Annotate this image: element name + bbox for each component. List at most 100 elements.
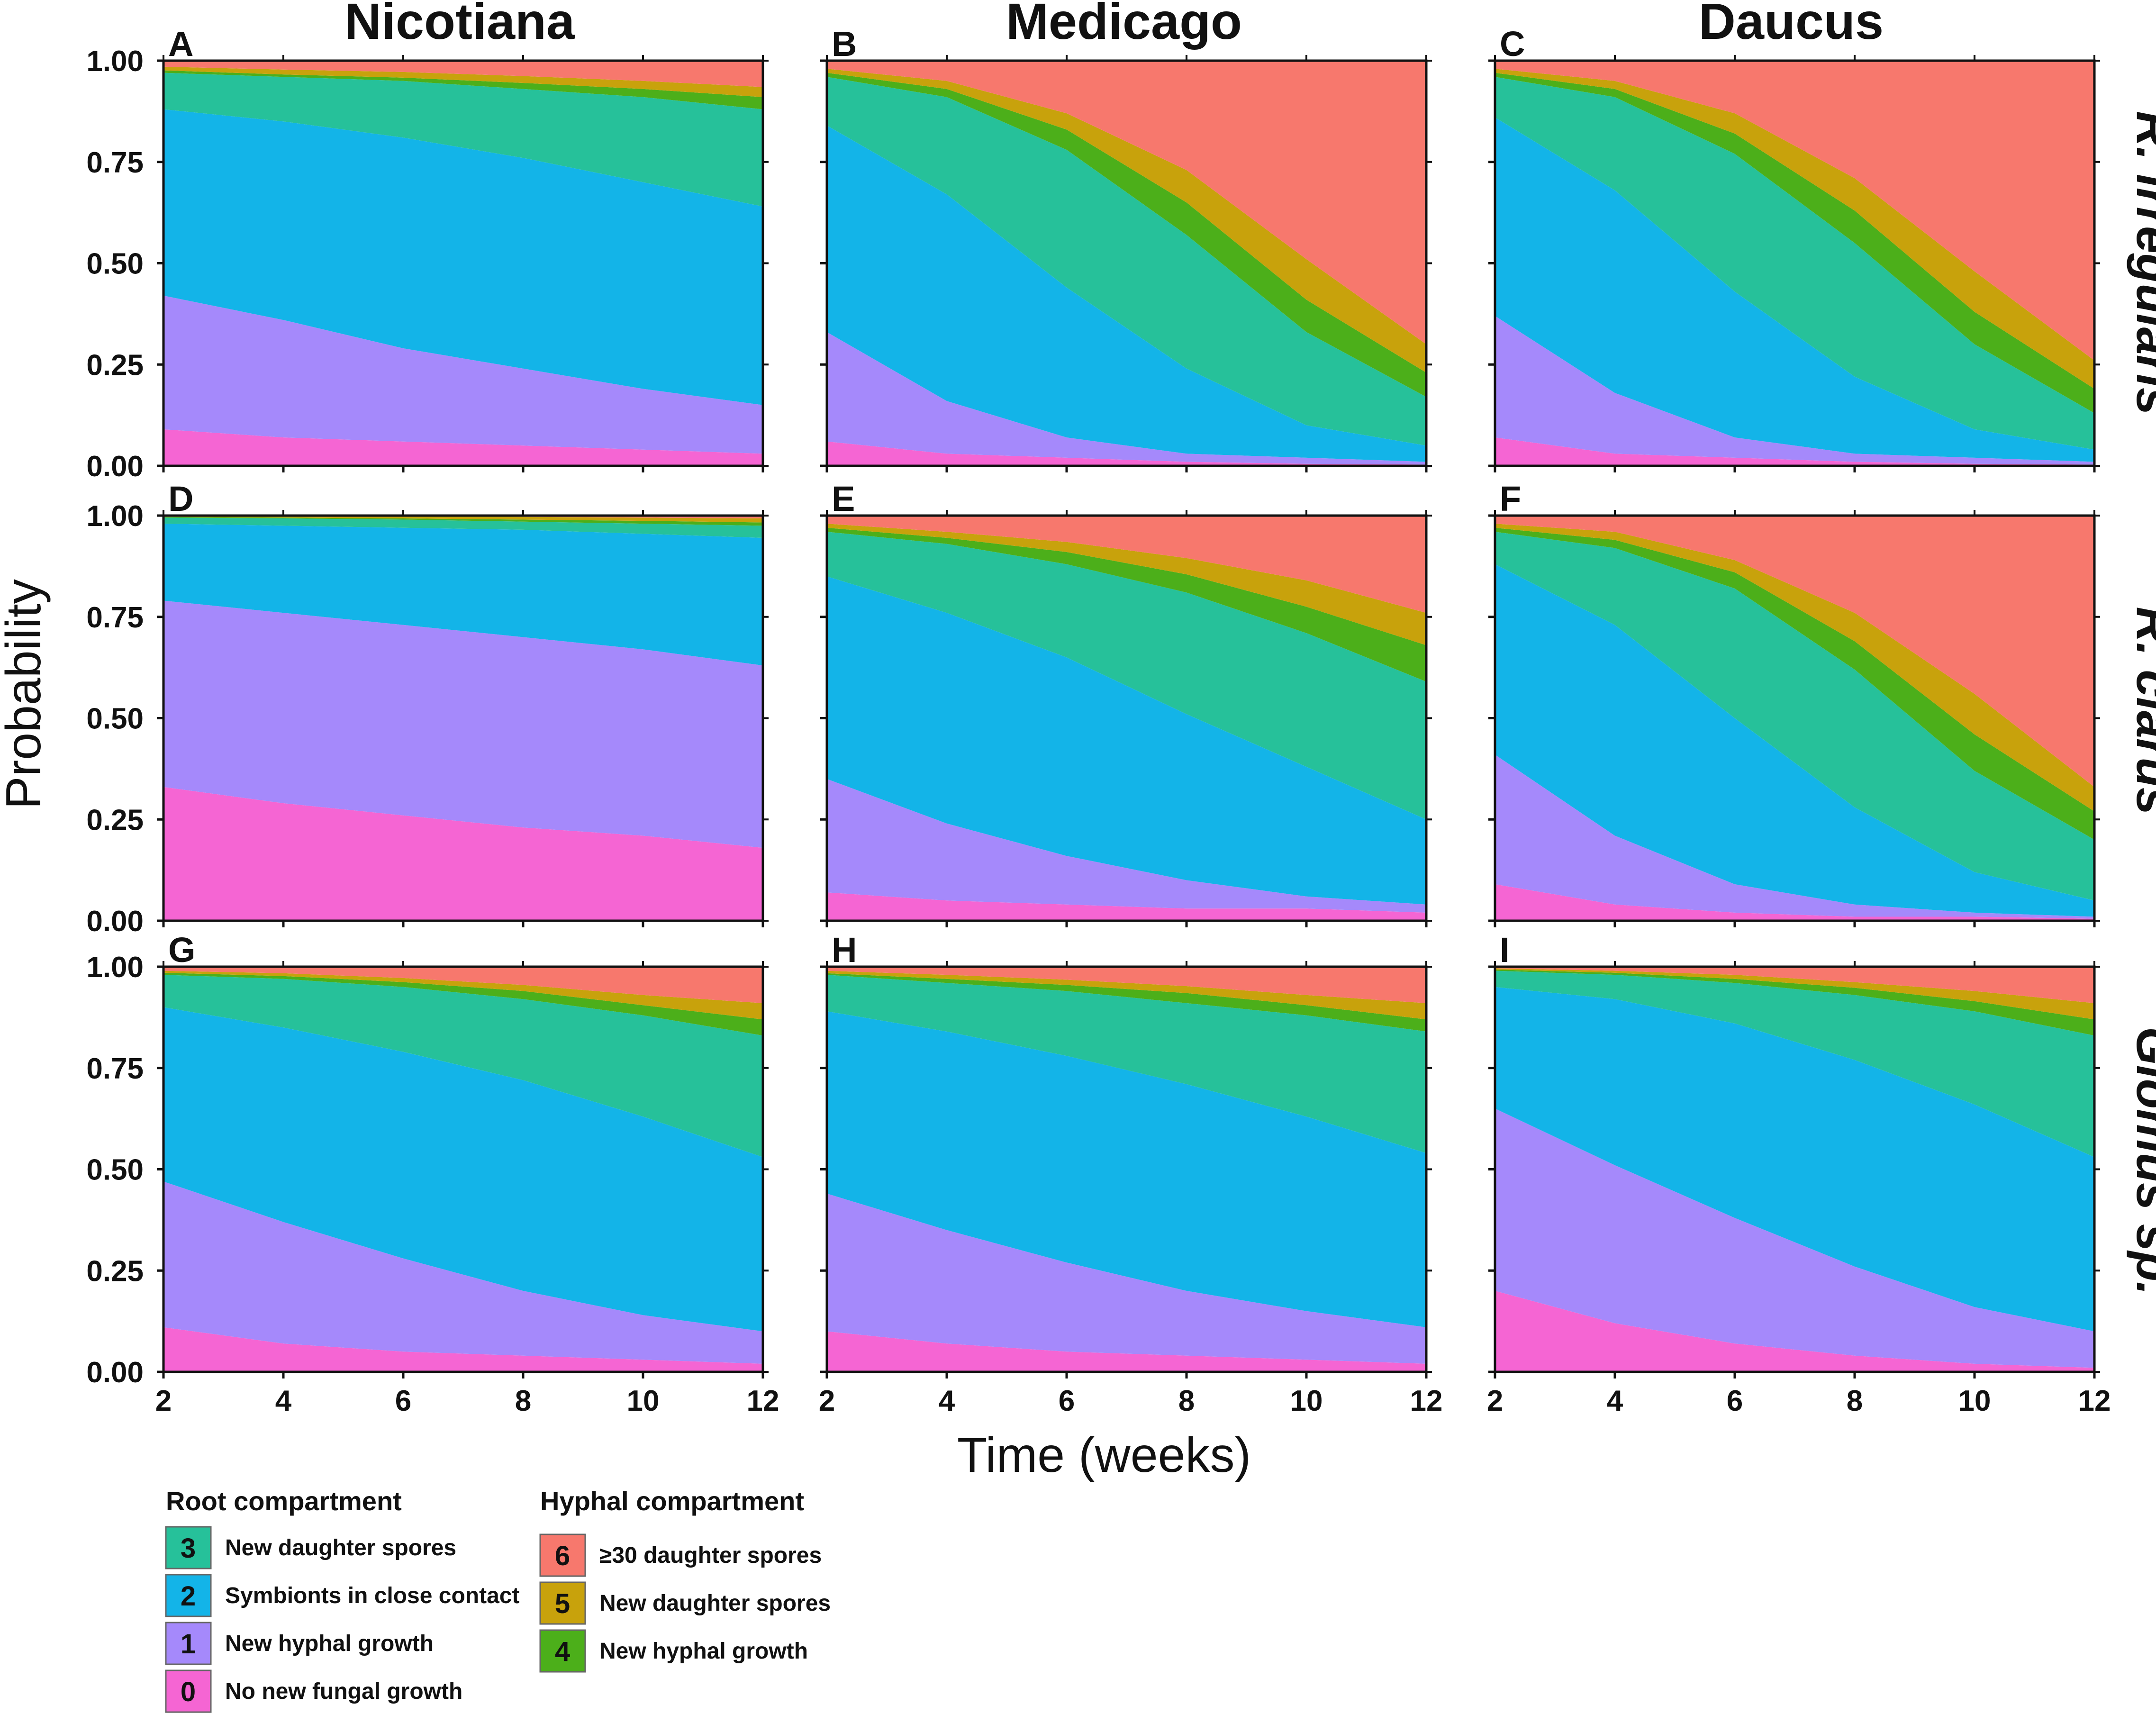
panel-letter-b: B	[832, 24, 857, 63]
legend-label: New hyphal growth	[599, 1639, 808, 1664]
area-b-state-1	[827, 332, 1426, 465]
panel-letter-d: D	[168, 479, 193, 518]
x-tick-label: 10	[1958, 1385, 1991, 1417]
x-tick-label: 2	[155, 1385, 172, 1417]
legend-item-1: 1 New hyphal growth	[165, 1622, 434, 1665]
y-tick-label: 0.50	[86, 248, 144, 281]
panel-letter-e: E	[832, 479, 855, 518]
y-tick-label: 0.25	[86, 804, 144, 836]
legend-swatch	[165, 1526, 212, 1569]
area-b-state-0	[827, 441, 1426, 466]
panel-letter-i: I	[1500, 930, 1510, 970]
panel-b: B	[820, 24, 1432, 472]
panel-e: E	[820, 479, 1432, 927]
area-d-state-0	[163, 787, 763, 921]
area-d-state-5	[163, 516, 763, 523]
panel-g: 0.00 0.25 0.50 0.75 1.00 2 4 6 8 10 12 G	[86, 930, 779, 1417]
panel-letter-g: G	[168, 930, 196, 970]
column-title-daucus: Daucus	[1699, 0, 1884, 50]
x-tick-label: 10	[1290, 1385, 1323, 1417]
area-e-state-1	[827, 779, 1426, 913]
y-tick-label: 1.00	[86, 951, 144, 984]
legend-label: No new fungal growth	[225, 1679, 462, 1704]
x-tick-label: 6	[395, 1385, 411, 1417]
panel-a: 0.00 0.25 0.50 0.75 1.00 A	[86, 24, 769, 483]
legend-number: 4	[555, 1636, 570, 1667]
area-f-state-2	[1495, 564, 2094, 917]
area-g-state-5	[163, 970, 763, 1020]
legend-label: New daughter spores	[599, 1591, 831, 1616]
area-a-state-1	[163, 295, 763, 454]
area-a-state-3	[163, 73, 763, 207]
area-e-state-2	[827, 576, 1426, 905]
x-tick-label: 4	[275, 1385, 292, 1417]
legend-label: New hyphal growth	[225, 1631, 434, 1656]
x-tick-label: 6	[1727, 1385, 1743, 1417]
x-tick-label: 8	[515, 1385, 531, 1417]
legend-item-2: 2 Symbionts in close contact	[165, 1574, 519, 1617]
area-h-state-3	[827, 975, 1426, 1153]
area-e-state-6	[827, 516, 1426, 613]
x-tick-label: 4	[939, 1385, 955, 1417]
x-tick-label: 6	[1059, 1385, 1075, 1417]
legend: Root compartment Hyphal compartment 3 New…	[165, 1486, 831, 1713]
y-tick-label: 1.00	[86, 45, 144, 78]
y-tick-label: 0.00	[86, 450, 144, 483]
x-tick-label: 8	[1178, 1385, 1195, 1417]
panel-letter-c: C	[1500, 24, 1525, 63]
legend-swatch	[539, 1629, 586, 1673]
area-h-state-6	[827, 967, 1426, 1003]
area-c-state-0	[1495, 437, 2094, 466]
legend-item-4: 4 New hyphal growth	[539, 1629, 808, 1673]
legend-swatch	[539, 1533, 586, 1577]
area-g-state-6	[163, 967, 763, 1003]
panel-letter-h: H	[832, 930, 857, 970]
x-tick-label: 2	[1487, 1385, 1503, 1417]
legend-item-0: 0 No new fungal growth	[165, 1669, 462, 1713]
area-e-state-5	[827, 524, 1426, 645]
x-tick-label: 4	[1607, 1385, 1623, 1417]
x-tick-label: 2	[819, 1385, 835, 1417]
legend-item-5: 5 New daughter spores	[539, 1581, 831, 1625]
area-g-state-1	[163, 1181, 763, 1364]
area-d-state-2	[163, 524, 763, 666]
panel-h: 2 4 6 8 10 12 H	[819, 930, 1443, 1417]
legend-swatch	[165, 1574, 212, 1617]
area-d-state-4	[163, 517, 763, 526]
area-i-state-1	[1495, 1108, 2094, 1368]
area-g-state-3	[163, 975, 763, 1157]
legend-label: Symbionts in close contact	[225, 1583, 519, 1608]
area-b-state-3	[827, 77, 1426, 446]
area-a-state-4	[163, 70, 763, 109]
y-tick-label: 0.00	[86, 1356, 144, 1389]
x-tick-label: 10	[627, 1385, 660, 1417]
area-h-state-5	[827, 970, 1426, 1020]
area-a-state-2	[163, 109, 763, 405]
panel-c: C	[1488, 24, 2100, 472]
legend-number: 3	[181, 1533, 196, 1564]
area-g-state-0	[163, 1327, 763, 1372]
area-f-state-3	[1495, 532, 2094, 901]
y-tick-label: 1.00	[86, 500, 144, 533]
legend-label: New daughter spores	[225, 1535, 456, 1560]
area-h-state-0	[827, 1331, 1426, 1372]
column-titles: Nicotiana Medicago Daucus	[344, 0, 1884, 50]
area-f-state-6	[1495, 516, 2094, 787]
column-title-medicago: Medicago	[1006, 0, 1242, 50]
area-i-state-0	[1495, 1291, 2094, 1372]
legend-swatch	[539, 1581, 586, 1625]
x-axis-label: Time (weeks)	[957, 1428, 1251, 1483]
panel-f: F	[1488, 479, 2100, 927]
y-tick-label: 0.50	[86, 703, 144, 735]
legend-root-items: 3 New daughter spores 2 Symbionts in close …	[165, 1526, 519, 1713]
row-label-r-clarus: R. clarus	[2126, 607, 2156, 815]
x-tick-label: 12	[747, 1385, 779, 1417]
legend-hyphal-title: Hyphal compartment	[540, 1486, 804, 1516]
legend-number: 5	[555, 1588, 570, 1619]
panels: 0.00 0.25 0.50 0.75 1.00 A B C 0.00 0.25 0.50 0.75 1…	[86, 24, 2111, 1417]
y-tick-label: 0.25	[86, 349, 144, 381]
x-tick-label: 12	[2078, 1385, 2111, 1417]
area-i-state-2	[1495, 987, 2094, 1332]
panel-i: 2 4 6 8 10 12 I	[1487, 930, 2111, 1417]
y-axis-label: Probability	[0, 579, 51, 809]
